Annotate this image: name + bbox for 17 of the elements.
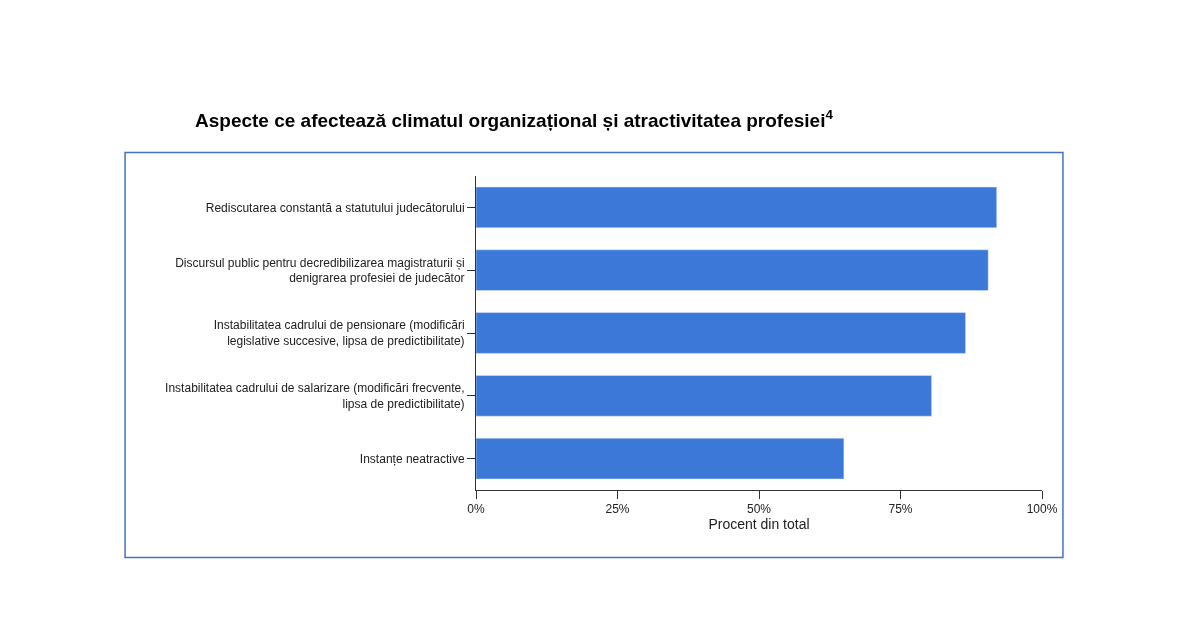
bar xyxy=(476,437,845,480)
chart-title: Aspecte ce afectează climatul organizațional și atractivitatea profesiei$^{4}$ xyxy=(195,106,834,131)
bar xyxy=(476,249,989,291)
x-tick-label: 75% xyxy=(888,502,913,517)
y-tick-label: Instanțe neatractive xyxy=(359,451,465,466)
y-tick-label: Instabilitatea cadrului de salarizare (modificări frecvente, lipsa de predictibilitate) xyxy=(165,381,465,411)
x-tick-label: 100% xyxy=(1026,502,1058,517)
bar xyxy=(476,186,997,229)
x-axis-title: Procent din total xyxy=(708,516,810,533)
bar xyxy=(476,312,966,354)
x-tick-label: 25% xyxy=(605,502,630,517)
y-tick-label: Discursul public pentru decredibilizarea magistraturii și denigrarea profesiei de judecător xyxy=(175,255,465,286)
x-tick-label: 0% xyxy=(467,502,485,517)
y-tick-label: Instabilitatea cadrului de pensionare (modificări legislative succesive, lipsa de predictibilitate) xyxy=(213,318,465,348)
bar xyxy=(476,375,932,417)
x-tick-label: 50% xyxy=(746,502,772,517)
y-tick-label: Rediscutarea constantă a statutului judecătorului xyxy=(205,200,465,215)
